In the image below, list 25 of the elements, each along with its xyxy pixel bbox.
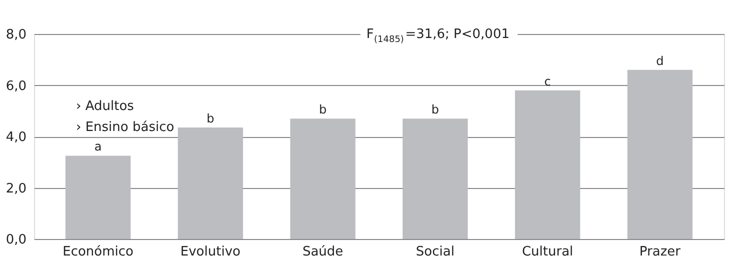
annotation: › Ensino básico — [76, 120, 174, 135]
x-tick-label: Prazer — [639, 244, 682, 260]
bar — [402, 118, 468, 239]
y-tick-label: 4,0 — [6, 130, 26, 145]
x-tick-label: Social — [416, 244, 454, 260]
x-tick-label: Cultural — [522, 244, 574, 260]
bar — [178, 128, 244, 239]
y-tick-label: 8,0 — [6, 28, 26, 42]
y-tick-label: 6,0 — [6, 78, 26, 94]
y-tick-label: 2,0 — [6, 181, 26, 196]
bar — [627, 70, 693, 239]
bar — [290, 118, 356, 239]
annotation: › Adultos — [76, 99, 134, 114]
data-label: a — [94, 140, 102, 154]
data-label: b — [319, 102, 327, 117]
x-tick-label: Evolutivo — [180, 244, 241, 260]
bar — [514, 90, 580, 239]
data-label: c — [544, 74, 551, 88]
x-tick-label: Saúde — [302, 244, 344, 260]
data-label: b — [431, 102, 439, 117]
data-label: d — [656, 54, 664, 68]
x-tick-label: Económico — [62, 244, 134, 260]
data-label: b — [206, 112, 214, 126]
bar — [65, 156, 131, 239]
y-tick-label: 0,0 — [6, 232, 26, 248]
